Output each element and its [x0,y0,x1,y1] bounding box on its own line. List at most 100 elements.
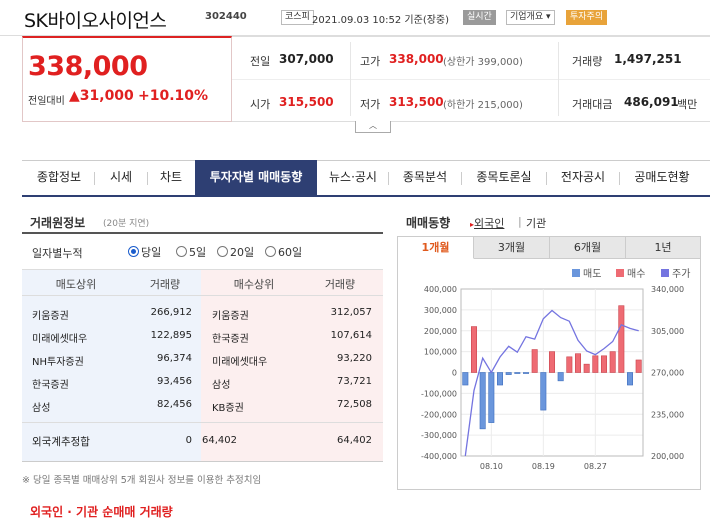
legend-sell: 매도 [572,265,601,280]
tab-short-selling[interactable]: 공매도현황 [634,170,690,184]
low-value: 313,500 [389,95,444,109]
tab-disclosure[interactable]: 전자공시 [560,170,606,184]
timestamp: 2021.09.03 10:52 기준(장중) [312,15,450,26]
legend-swatch [572,269,580,277]
legend-swatch [616,269,624,277]
legend-label: 주가 [672,269,691,280]
tab-separator [619,172,620,185]
range-tab-3m[interactable]: 3개월 [474,237,550,259]
buy-volume: 72,508 [337,399,372,410]
x-tick-label: 08.10 [480,462,503,471]
radio-icon [217,246,228,257]
arrow-right-icon: ▸ [470,220,475,229]
range-tab-1y[interactable]: 1년 [626,237,700,259]
buy-bar [575,353,581,373]
warning-badge: 투자주의 [566,10,608,25]
quote-box [232,36,710,122]
company-info-dropdown[interactable]: 기업개요 ▾ [506,10,555,25]
plot-area [460,288,644,457]
broker-delay-note: (20분 지연) [103,219,150,229]
tab-quotes[interactable]: 시세 [109,170,133,184]
amount-unit: 백만 [677,98,698,111]
header-volume: 거래량 [149,278,181,291]
period-radio-5d[interactable]: 5일 [176,244,206,260]
sell-bar [514,372,521,374]
table-top-line [22,269,383,270]
tab-separator [94,172,95,185]
sell-bar [497,372,503,386]
link-institution[interactable]: 기관 [526,217,547,230]
header-divider [22,295,383,296]
x-tick-label: 08.19 [532,462,555,471]
amount-value: 486,091 [624,95,679,109]
change-label: 전일대비 [28,96,65,107]
tab-overview[interactable]: 종합정보 [36,170,82,184]
foreign-sell: 0 [185,435,192,446]
radio-icon [265,246,276,257]
market-badge: 코스피 [281,10,314,25]
tab-separator [147,172,148,185]
period-radio-20d[interactable]: 20일 [217,244,254,260]
tab-separator [461,172,462,185]
link-foreign[interactable]: ▸외국인 [470,215,504,231]
tab-discussion[interactable]: 종목토론실 [476,170,532,184]
buy-broker-name: 한국증권 [212,334,249,345]
collapse-toggle[interactable]: ︿ [355,121,391,133]
radio-icon [176,246,187,257]
link-separator: | [518,215,522,228]
change-value: ▲31,000 [69,88,134,104]
buy-broker-name: 키움증권 [212,311,249,322]
stock-header [0,0,710,36]
sell-bar [523,372,529,374]
realtime-badge[interactable]: 실시간 [463,10,496,25]
y-right-tick-label: 270,000 [651,369,684,378]
sell-volume: 93,456 [157,376,192,387]
foreign-diff: 64,402 [202,435,237,446]
period-label: 5일 [189,246,207,259]
period-label: 20일 [230,246,255,259]
y-left-tick-label: 400,000 [424,285,457,294]
foreign-label: 외국계추정합 [32,436,90,448]
range-tab-1m[interactable]: 1개월 [398,237,474,259]
foreign-divider [22,422,383,423]
tab-investor-trend[interactable]: 투자자별 매매동향 [195,160,317,195]
tab-news[interactable]: 뉴스·공시 [329,170,377,184]
period-radio-60d[interactable]: 60일 [265,244,302,260]
prev-value: 307,000 [279,52,334,66]
sell-bar [557,372,564,382]
tab-analysis[interactable]: 종목분석 [402,170,448,184]
range-tab-6m[interactable]: 6개월 [550,237,626,259]
price-line [464,309,639,457]
x-tick-label: 08.27 [584,462,607,471]
low-label: 저가 [360,98,381,111]
buy-bar [601,355,607,373]
y-right-tick-label: 235,000 [651,410,684,419]
quote-col-divider [350,42,351,116]
y-left-tick-label: -300,000 [421,431,457,440]
table-bottom-line [22,461,383,462]
y-left-tick-label: -400,000 [421,452,457,461]
period-label: 60일 [278,246,303,259]
period-radio-today[interactable]: 당일 [128,244,161,260]
buy-broker-name: 삼성 [212,380,231,391]
buy-bar [609,351,616,373]
sell-broker-name: 미래에셋대우 [32,334,88,345]
price-box [22,36,232,122]
y-right-tick-label: 200,000 [651,452,684,461]
sell-bar [540,372,547,411]
foreign-buy: 64,402 [337,435,372,446]
open-label: 시가 [250,98,271,111]
broker-section-title: 거래원정보 [30,216,86,230]
radio-checked-icon [128,246,139,257]
buy-volume: 93,220 [337,353,372,364]
sell-volume: 96,374 [157,353,192,364]
tab-chart[interactable]: 차트 [159,170,183,184]
high-label: 고가 [360,55,381,68]
link-foreign-label: 외국인 [474,217,505,230]
y-left-tick-label: 200,000 [424,327,457,336]
buy-bar [471,326,477,373]
buy-column-bg [201,270,383,462]
trade-trend-title: 매매동향 [406,216,451,230]
stock-code: 302440 [205,11,247,22]
